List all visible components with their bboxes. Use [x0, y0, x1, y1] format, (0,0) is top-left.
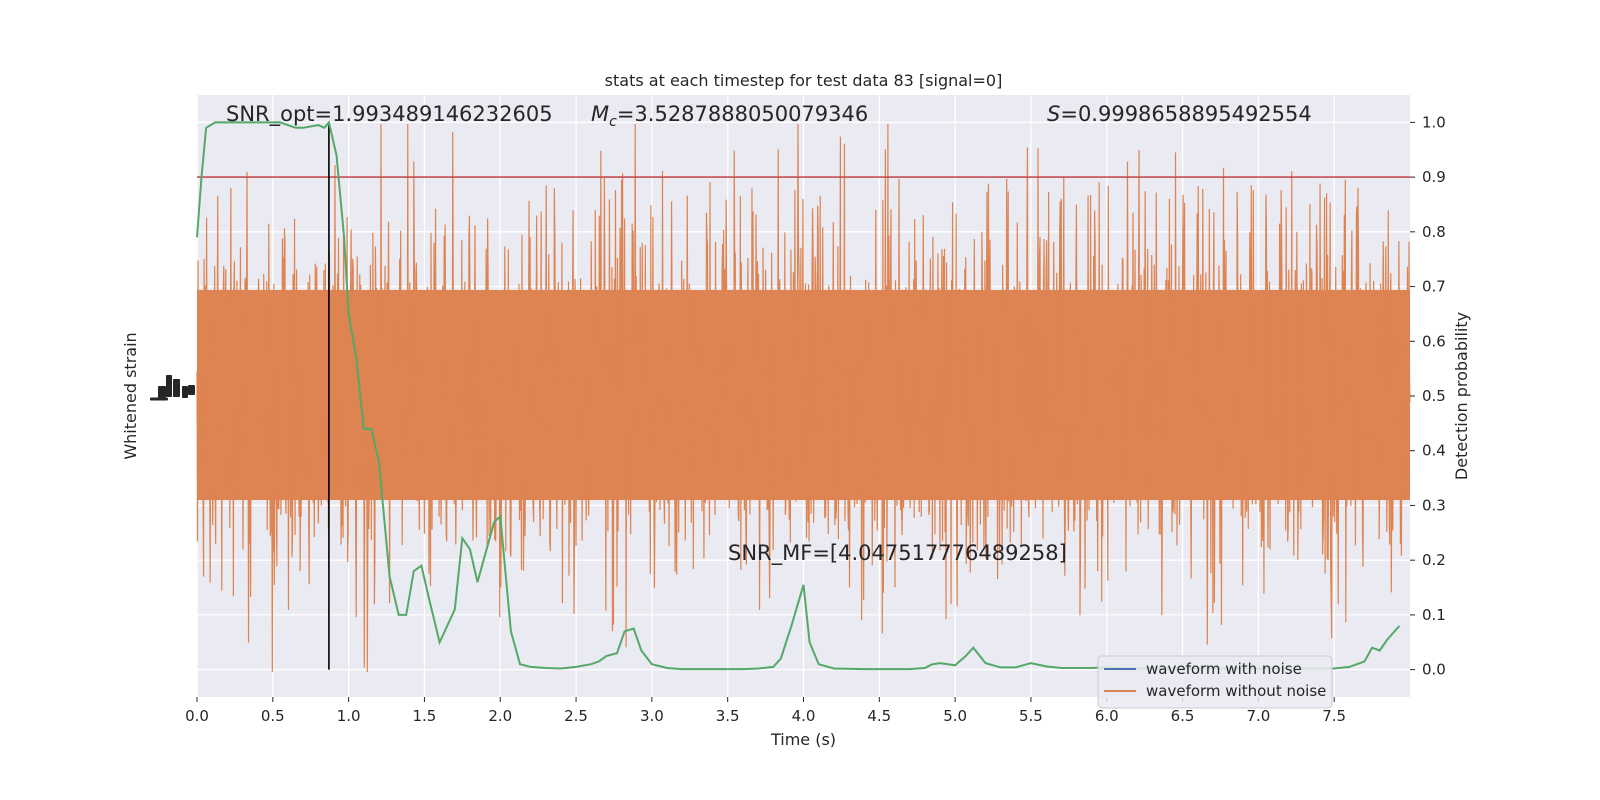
annotation-s: S=0.9998658895492554 — [1047, 102, 1312, 126]
x-axis-label: Time (s) — [770, 730, 836, 749]
annotation-chirp-mass: Mc=3.5287888050079346 — [591, 102, 868, 130]
y-tick-label-right: 1.0 — [1422, 113, 1446, 131]
annotation-snr-opt: SNR_opt=1.993489146232605 — [226, 102, 553, 127]
x-tick-label: 2.5 — [564, 707, 588, 725]
axis-ticks: 0.0 0.5 1.0 1.5 2.0 2.5 3.0 3.5 4.0 4.5 5.0 5.5 6.0 6… — [150, 113, 1446, 725]
x-tick-label: 4.5 — [867, 707, 891, 725]
x-tick-label: 1.0 — [337, 707, 361, 725]
y-tick-label-right: 0.8 — [1422, 223, 1446, 241]
legend-label-waveform-with-noise: waveform with noise — [1146, 660, 1302, 678]
x-tick-label: 1.5 — [413, 707, 437, 725]
legend: waveform with noise waveform without noi… — [1097, 655, 1333, 709]
x-tick-label: 3.5 — [716, 707, 740, 725]
y-tick-label-right: 0.5 — [1422, 387, 1446, 405]
x-tick-label: 0.5 — [261, 707, 285, 725]
x-tick-label: 3.0 — [640, 707, 664, 725]
y-tick-left-cluster — [182, 386, 188, 398]
chart-title: stats at each timestep for test data 83 … — [605, 71, 1003, 90]
legend-label-waveform-without-noise: waveform without noise — [1146, 682, 1326, 700]
s-symbol: S — [1047, 102, 1060, 126]
x-tick-label: 5.5 — [1019, 707, 1043, 725]
y-tick-label-right: 0.3 — [1422, 496, 1446, 514]
mc-symbol: M — [591, 102, 609, 126]
y-tick-label-right: 0.9 — [1422, 168, 1446, 186]
y-tick-left-cluster — [150, 397, 168, 401]
mc-subscript: c — [609, 114, 617, 130]
mc-value: =3.5287888050079346 — [617, 102, 868, 126]
y-tick-left-cluster — [166, 375, 172, 397]
x-tick-label: 6.5 — [1171, 707, 1195, 725]
waveform-without-noise-line — [196, 123, 1411, 673]
x-tick-label: 5.0 — [943, 707, 967, 725]
waveform-without-noise-series — [196, 123, 1411, 673]
y-tick-left-cluster — [173, 379, 180, 397]
y-tick-label-right: 0.4 — [1422, 442, 1446, 460]
x-tick-label: 0.0 — [185, 707, 209, 725]
y-tick-label-right: 0.0 — [1422, 661, 1446, 679]
y-tick-label-right: 0.7 — [1422, 278, 1446, 296]
y-tick-label-right: 0.2 — [1422, 551, 1446, 569]
legend-box — [1097, 655, 1333, 709]
y-tick-left-cluster — [158, 386, 166, 398]
y-tick-left-cluster — [188, 385, 195, 395]
y-axis-label-left: Whitened strain — [121, 332, 140, 459]
y-tick-label-right: 0.6 — [1422, 332, 1446, 350]
y-tick-label-right: 0.1 — [1422, 606, 1446, 624]
y-axis-label-right: Detection probability — [1452, 312, 1471, 480]
annotation-snr-mf: SNR_MF=[4.047517776489258] — [728, 541, 1067, 566]
x-tick-label: 6.0 — [1095, 707, 1119, 725]
x-tick-label: 7.0 — [1246, 707, 1270, 725]
x-tick-label: 2.0 — [488, 707, 512, 725]
x-tick-label: 7.5 — [1322, 707, 1346, 725]
x-tick-label: 4.0 — [792, 707, 816, 725]
s-value: =0.9998658895492554 — [1060, 102, 1311, 126]
